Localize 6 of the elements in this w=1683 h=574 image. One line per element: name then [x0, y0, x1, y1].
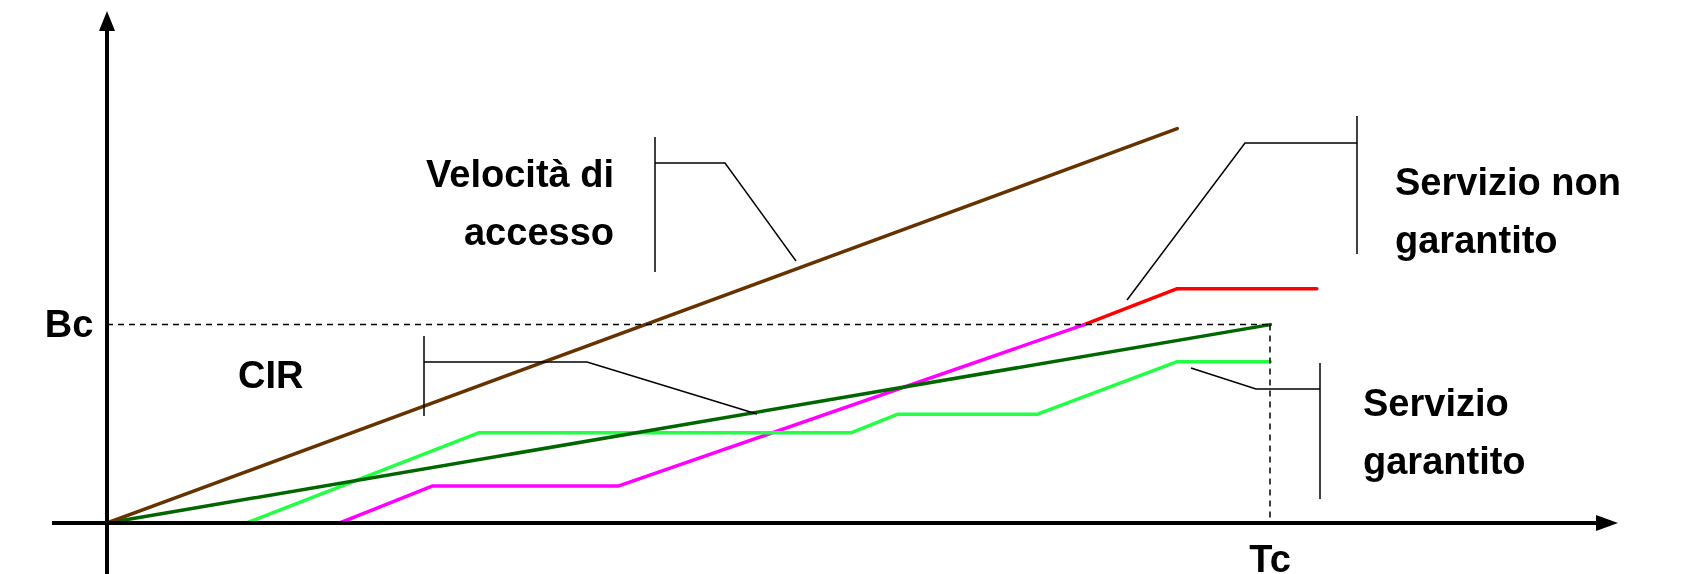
annotation: Velocità di accesso: [426, 153, 614, 254]
annotation: Servizio garantito: [1363, 382, 1526, 483]
text: Tc: [1249, 538, 1291, 574]
annotation: CIR: [238, 354, 304, 397]
ref-line-label: Bc: [44, 303, 94, 346]
annotation: Servizio non garantito: [1395, 161, 1621, 262]
